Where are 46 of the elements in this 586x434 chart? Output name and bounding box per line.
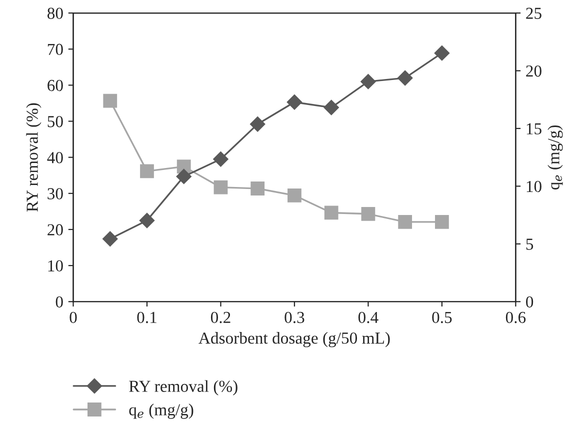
point: [360, 74, 376, 90]
x-tick-label: 0.5: [432, 312, 452, 324]
point: [214, 180, 228, 194]
y2-tick-label: 15: [526, 123, 542, 134]
point: [398, 215, 412, 229]
point: [140, 164, 154, 178]
y-tick-label: 80: [47, 8, 63, 19]
point: [398, 70, 413, 86]
point: [324, 206, 338, 220]
y-tick-label: 60: [48, 80, 63, 92]
y-tick-label: 50: [48, 116, 63, 128]
legend-label: q$_{e}$ (mg/g): [129, 404, 194, 419]
x-tick-label: 0.1: [137, 312, 156, 324]
point: [250, 116, 266, 132]
y-tick-label: 10: [48, 260, 63, 272]
x-tick-label: 0.2: [210, 312, 230, 324]
point: [139, 212, 155, 228]
y2-tick-label: 10: [526, 180, 542, 192]
x-axis-title: Adsorbent dosage (g/50 mL): [198, 332, 390, 348]
x-tick-label: 0: [70, 312, 77, 324]
point: [286, 94, 302, 110]
point: [250, 182, 265, 196]
point: [434, 215, 449, 229]
point: [434, 45, 450, 61]
point: [288, 188, 302, 202]
y2-tick-label: 20: [526, 65, 542, 77]
y-tick-label: 20: [48, 224, 63, 236]
y-tick-label: 70: [48, 44, 63, 56]
x-tick-label: 0.6: [506, 312, 526, 324]
legend-label: RY removal (%): [129, 380, 238, 396]
point: [102, 231, 118, 246]
y2-tick-label: 5: [526, 238, 534, 250]
point: [213, 152, 228, 167]
x-tick-label: 0.4: [358, 312, 378, 324]
x-tick-label: 0.3: [284, 312, 304, 324]
y2-tick-label: 0: [526, 296, 534, 308]
y-tick-label: 30: [48, 188, 63, 200]
point: [103, 94, 118, 108]
y2-tick-label: 25: [526, 8, 542, 19]
point: [361, 206, 376, 221]
point: [324, 100, 339, 116]
y-tick-label: 40: [47, 152, 63, 164]
y2-axis-title: q$_{e}$ (mg/g): [548, 125, 563, 190]
y-tick-label: 0: [56, 296, 63, 308]
point: [176, 168, 192, 184]
y-axis-title: RY removal (%): [26, 103, 42, 212]
